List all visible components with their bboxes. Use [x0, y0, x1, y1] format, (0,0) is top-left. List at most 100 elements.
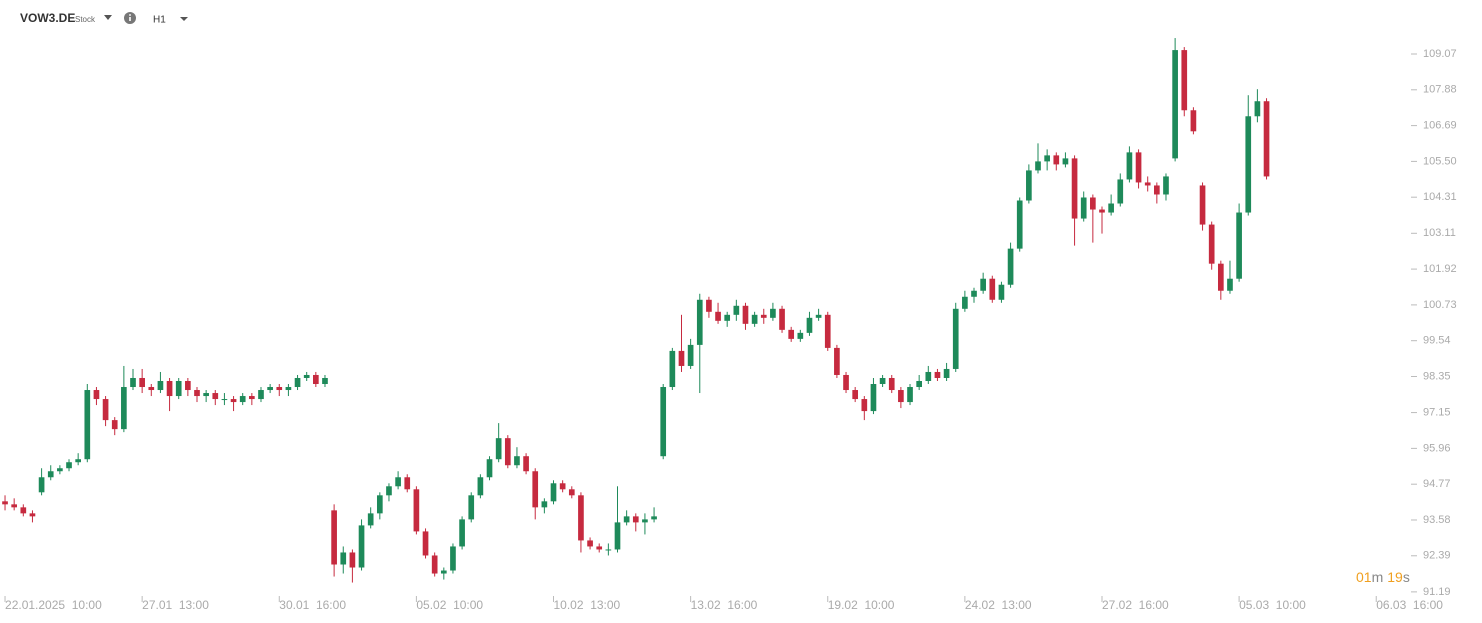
candle-body — [998, 284, 1005, 300]
candle-body — [203, 393, 209, 397]
candle-body — [1208, 224, 1215, 264]
candle-body — [532, 471, 539, 508]
candle-body — [797, 332, 804, 339]
candle-body — [75, 459, 81, 463]
countdown-minutes: 01 — [1356, 569, 1372, 585]
timeframe-dropdown[interactable] — [180, 17, 188, 21]
symbol-dropdown[interactable] — [104, 15, 112, 20]
y-tick-label: 100.73 — [1423, 299, 1457, 311]
candle-body — [1181, 50, 1188, 111]
candle-body — [303, 374, 310, 378]
candle-body — [331, 510, 337, 565]
countdown-seconds: 19 — [1387, 569, 1403, 585]
x-tick-label: 22.01.2025 10:00 — [5, 598, 102, 612]
candle-body — [1071, 158, 1078, 219]
info-icon-dot — [129, 14, 131, 16]
x-tick-label: 27.01 13:00 — [142, 598, 209, 612]
candle-body — [1144, 182, 1151, 186]
candle-body — [121, 387, 127, 430]
candle-body — [111, 420, 118, 430]
candle-body — [852, 390, 859, 400]
candle-body — [1080, 197, 1087, 219]
y-tick-label: 107.88 — [1423, 84, 1457, 96]
candle-body — [148, 387, 155, 391]
candle-body — [1154, 185, 1160, 195]
candle-body — [1117, 179, 1124, 204]
symbol[interactable]: VOW3.DE — [20, 11, 75, 25]
candle-body — [779, 308, 785, 330]
candle-body — [1007, 248, 1014, 285]
candle-body — [559, 483, 566, 490]
candle-body — [952, 308, 959, 369]
y-tick-label: 91.19 — [1423, 586, 1451, 598]
candle-body — [1016, 200, 1023, 249]
x-tick-label: 10.02 13:00 — [554, 598, 621, 612]
candle-body — [477, 477, 484, 496]
candle-body — [1062, 158, 1069, 165]
candle-body — [1217, 263, 1224, 291]
candle-body — [139, 377, 145, 388]
candle-body — [696, 299, 703, 345]
candle-body — [468, 495, 475, 520]
candle-body — [450, 546, 456, 571]
x-tick-label: 05.02 10:00 — [416, 598, 483, 612]
candle-body — [175, 380, 182, 397]
candle-body — [541, 501, 548, 508]
y-tick-label: 109.07 — [1423, 48, 1457, 60]
candle-body — [669, 350, 676, 388]
timeframe[interactable]: H1 — [153, 15, 166, 26]
candle-body — [678, 350, 685, 366]
candle-body — [614, 522, 621, 550]
candle-body — [651, 516, 657, 520]
candle-body — [66, 462, 72, 469]
candle-body — [258, 390, 264, 400]
candle-body — [267, 387, 273, 391]
x-tick-label: 05.03 10:00 — [1239, 598, 1306, 612]
candle-body — [349, 552, 356, 568]
candle-body — [313, 374, 319, 385]
candle-body — [843, 374, 849, 391]
candle-body — [989, 278, 996, 300]
candle-body — [514, 456, 520, 466]
candle-body — [751, 314, 758, 324]
candle-body — [157, 380, 164, 391]
candle-body — [980, 278, 986, 291]
candle-body — [1190, 110, 1197, 132]
candle-body — [358, 525, 365, 568]
candle-body — [486, 459, 493, 478]
candle-body — [239, 396, 246, 403]
candle-body — [888, 377, 895, 391]
countdown-minutes-unit: m — [1372, 569, 1384, 585]
candle-body — [57, 468, 63, 472]
candle-body — [47, 471, 54, 478]
candle-body — [285, 387, 292, 391]
candle-body — [276, 387, 283, 391]
candle-body — [523, 456, 529, 472]
x-tick-label: 30.01 16:00 — [279, 598, 346, 612]
countdown: 01m 19s — [1356, 569, 1410, 585]
candle-body — [102, 399, 109, 421]
candle-body — [596, 546, 603, 550]
candle-body — [2, 501, 8, 505]
candle-body — [623, 516, 630, 523]
candle-body — [971, 290, 977, 297]
y-tick-label: 94.77 — [1423, 478, 1451, 490]
candle-body — [642, 519, 648, 523]
candle-body — [38, 477, 45, 493]
candle-body — [20, 507, 27, 514]
candle-body — [788, 329, 795, 339]
candle-body — [1254, 101, 1261, 117]
candle-body — [459, 519, 465, 547]
y-tick-label: 99.54 — [1423, 335, 1451, 347]
candle-body — [221, 399, 228, 401]
candle-body — [568, 489, 575, 496]
y-tick-label: 95.96 — [1423, 442, 1451, 454]
candle-body — [194, 390, 200, 397]
y-tick-label: 98.35 — [1423, 370, 1451, 382]
candle-body — [687, 344, 694, 366]
candle-body — [404, 477, 411, 490]
candle-body — [733, 305, 740, 315]
candle-body — [578, 495, 584, 541]
candle-body — [212, 393, 219, 400]
candle-body — [943, 368, 950, 378]
